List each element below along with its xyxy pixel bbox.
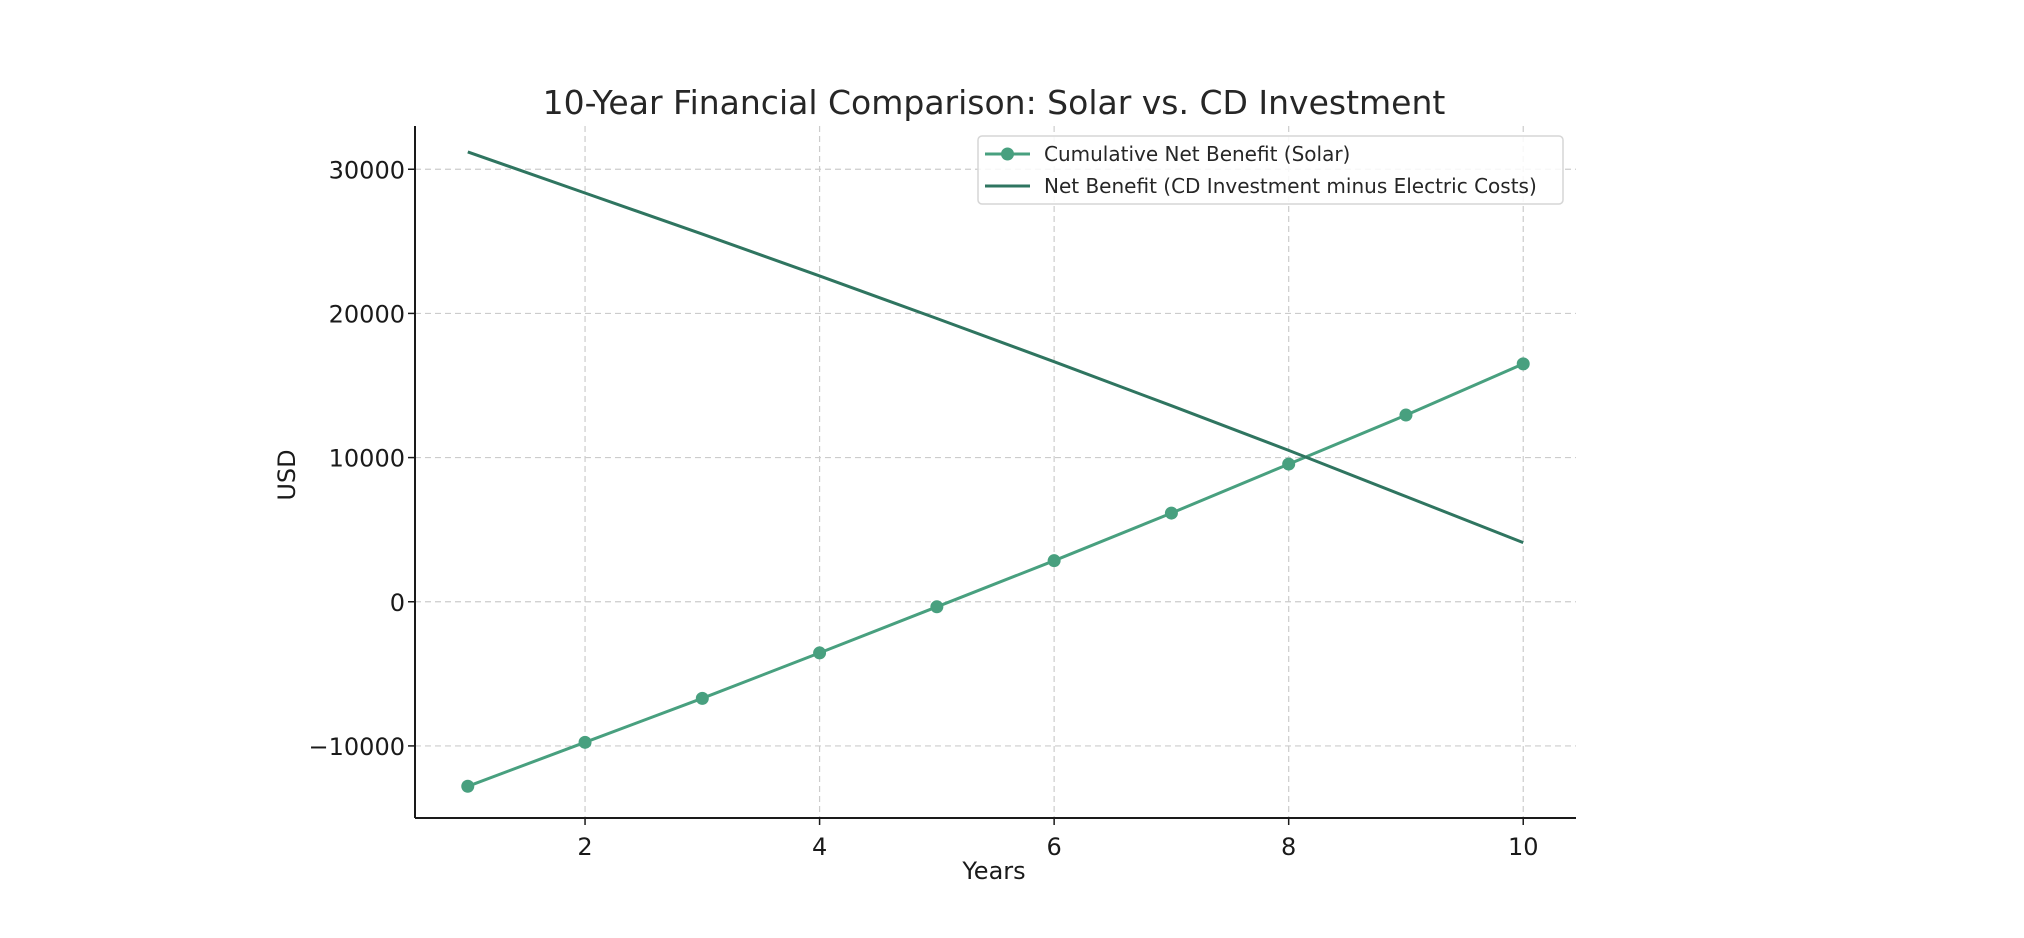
y-tick-label: 30000 — [329, 156, 405, 184]
y-tick-label: 20000 — [329, 300, 405, 328]
legend-swatch-marker — [1001, 147, 1014, 161]
y-tick-label: 0 — [390, 589, 405, 617]
series-1-point — [1399, 408, 1413, 422]
series-1-point — [813, 646, 827, 660]
series-1-point — [1282, 457, 1296, 471]
legend-label: Cumulative Net Benefit (Solar) — [1044, 142, 1350, 166]
legend-box — [977, 135, 1564, 205]
x-tick-label: 4 — [812, 833, 827, 861]
legend: Cumulative Net Benefit (Solar) Net Benefi… — [977, 135, 1564, 205]
y-tick-label: 10000 — [329, 445, 405, 473]
grid — [415, 126, 1576, 818]
series-1-point — [1047, 554, 1061, 568]
y-axis-label: USD — [273, 449, 301, 500]
legend-label: Net Benefit (CD Investment minus Electri… — [1044, 174, 1537, 198]
series-layer — [461, 150, 1530, 793]
series-line-2 — [467, 150, 1524, 544]
chart-title: 10-Year Financial Comparison: Solar vs. … — [543, 83, 1446, 122]
series-1-point — [1164, 506, 1178, 520]
series-1-point — [695, 691, 709, 705]
series-1-point — [578, 735, 592, 749]
axes — [414, 126, 1576, 819]
series-1-point — [461, 779, 475, 793]
series-1-point — [1516, 357, 1530, 371]
series-line-1 — [467, 362, 1524, 788]
x-axis-label: Years — [961, 857, 1025, 885]
y-tick-label: −10000 — [309, 733, 405, 761]
ticks: 2 4 6 8 10 −10000 0 10000 20000 30000 — [309, 156, 1539, 861]
x-tick-label: 2 — [577, 833, 592, 861]
x-tick-label: 8 — [1281, 833, 1296, 861]
x-tick-label: 10 — [1508, 833, 1539, 861]
x-tick-label: 6 — [1046, 833, 1061, 861]
series-1-point — [930, 600, 944, 614]
